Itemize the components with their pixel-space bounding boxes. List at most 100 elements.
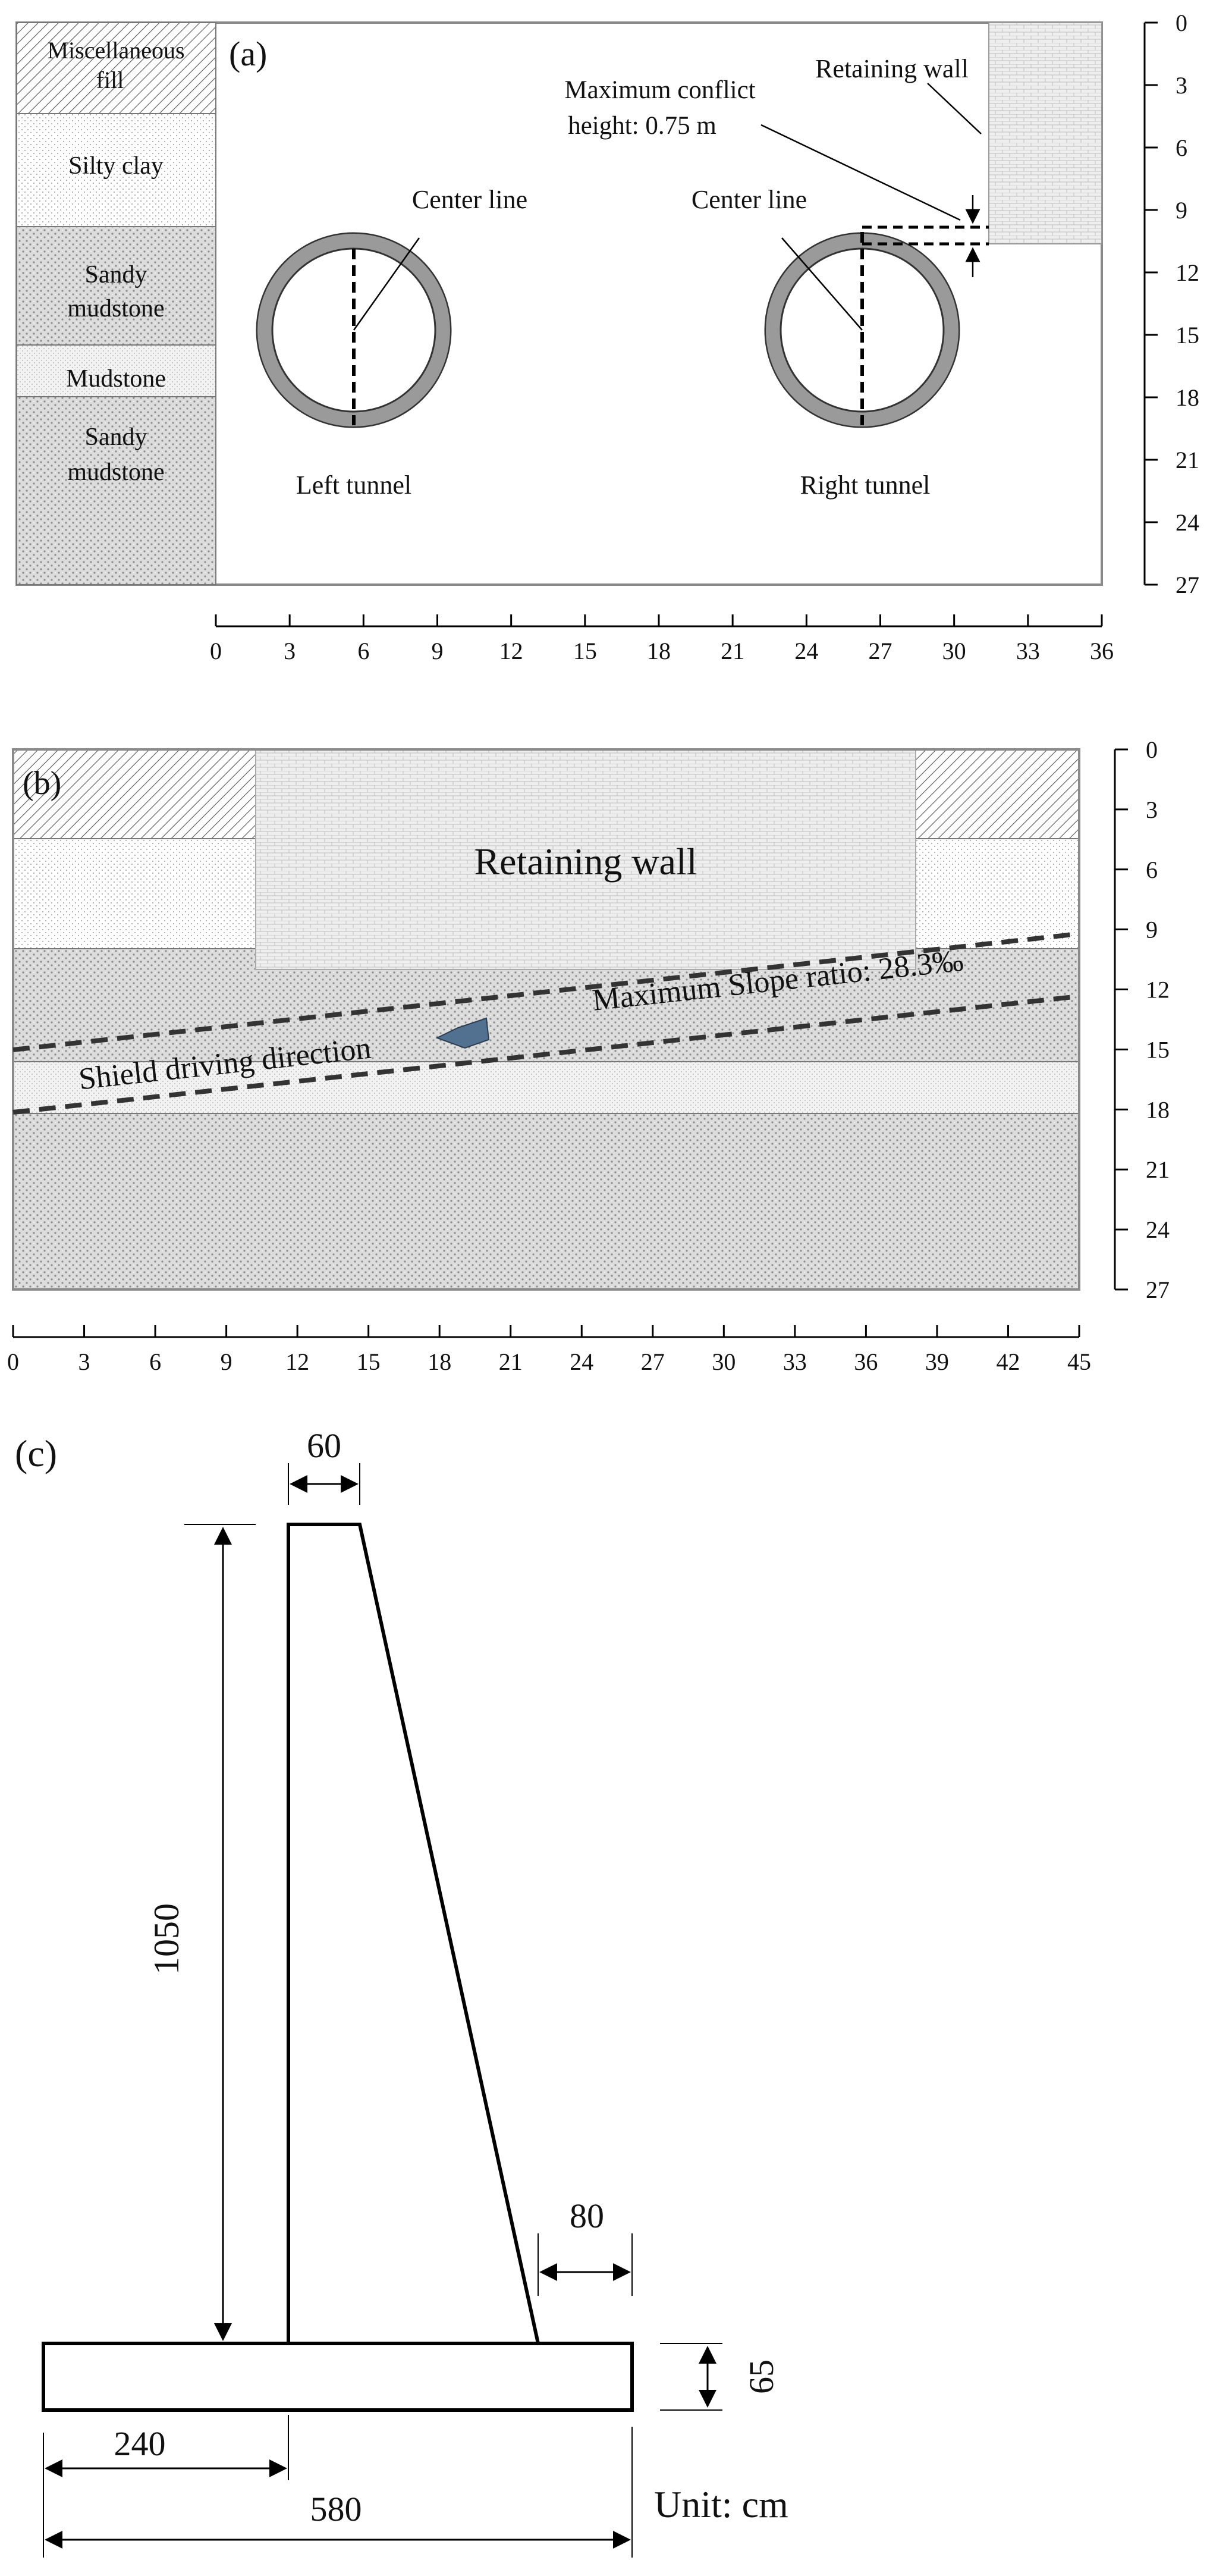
- wall-base-slab: [42, 2342, 634, 2412]
- panel-b-tag: (b): [23, 765, 61, 802]
- y-tick-label: 9: [1146, 917, 1158, 943]
- x-tick-label: 36: [1090, 638, 1114, 664]
- x-tick-label: 21: [499, 1348, 523, 1375]
- y-tick-label: 12: [1176, 259, 1199, 286]
- dim-height-label: 1050: [147, 1903, 186, 1975]
- dim-top-label: 60: [307, 1426, 341, 1465]
- y-tick-label: 3: [1146, 796, 1158, 823]
- layer-label-sandy-mudstone-1b: mudstone: [67, 295, 164, 322]
- shield-direction-arrow-icon: [435, 1017, 490, 1049]
- x-tick-label: 6: [149, 1348, 161, 1375]
- y-tick-label: 21: [1146, 1156, 1170, 1183]
- retaining-wall-block: [988, 22, 1102, 244]
- left-tunnel: [256, 232, 452, 428]
- layer-label-sandy-mudstone-2a: Sandy: [85, 423, 147, 451]
- layer-label-misc-fill: Miscellaneous: [47, 37, 184, 64]
- dim-toe-label: 80: [570, 2197, 604, 2235]
- x-tick-label: 30: [942, 638, 966, 664]
- y-tick-label: 3: [1176, 72, 1187, 99]
- panel-b-y-axis: 0 3 6 9 12 15 18 21 24 27: [1114, 736, 1170, 1303]
- x-tick-label: 24: [794, 638, 818, 664]
- x-tick-label: 30: [712, 1348, 736, 1375]
- panel-b-retaining-wall: [255, 749, 916, 970]
- dim-base-thickness-label: 65: [742, 2359, 781, 2394]
- x-tick-label: 15: [573, 638, 597, 664]
- dim-total-label: 580: [310, 2490, 362, 2528]
- panel-b-x-axis: 0 3 6 9 12 15 18 21 24 27 30 33 36 39 42 45: [7, 1325, 1091, 1375]
- x-tick-label: 18: [647, 638, 671, 664]
- tunnel-invert-line: [12, 994, 1080, 1115]
- conflict-label-line2: height: 0.75 m: [568, 112, 716, 140]
- dim-heel-label: 240: [114, 2424, 166, 2463]
- x-tick-label: 18: [428, 1348, 451, 1375]
- y-tick-label: 6: [1176, 134, 1187, 161]
- y-tick-label: 21: [1176, 447, 1199, 473]
- y-tick-label: 24: [1146, 1216, 1170, 1243]
- x-tick-label: 9: [432, 638, 444, 664]
- x-tick-label: 0: [210, 638, 222, 664]
- y-tick-label: 27: [1146, 1276, 1170, 1303]
- x-tick-label: 24: [570, 1348, 593, 1375]
- panel-b-frame: [12, 748, 1080, 1291]
- panel-c: (c) 60 1050 80 65 240 580 Unit: cm: [15, 1426, 788, 2558]
- panel-a-tag: (a): [229, 34, 267, 73]
- conflict-dimension: [760, 83, 989, 277]
- y-tick-label: 9: [1176, 197, 1187, 224]
- soil-column: [16, 22, 216, 585]
- right-tunnel-label: Right tunnel: [800, 470, 931, 500]
- layer-label-sandy-mudstone-1a: Sandy: [85, 261, 147, 288]
- x-tick-label: 42: [996, 1348, 1020, 1375]
- x-tick-label: 3: [284, 638, 296, 664]
- tunnel-crown-line: [12, 931, 1080, 1052]
- x-tick-label: 3: [78, 1348, 90, 1375]
- y-tick-label: 0: [1146, 736, 1158, 763]
- right-tunnel: [764, 232, 960, 428]
- right-centerline-leader: [781, 237, 863, 331]
- layer-silty-clay: [16, 113, 216, 227]
- conflict-leader: [760, 124, 961, 221]
- layer-label-mudstone: Mudstone: [66, 365, 166, 393]
- panel-a-y-axis: 0 3 6 9 12 15 18 21 24 27: [1143, 10, 1199, 598]
- layer-label-sandy-mudstone-2b: mudstone: [67, 459, 164, 486]
- y-tick-label: 6: [1146, 856, 1158, 883]
- unit-label: Unit: cm: [654, 2483, 788, 2525]
- x-tick-label: 33: [1016, 638, 1040, 664]
- y-tick-label: 18: [1146, 1096, 1170, 1123]
- panel-a: Miscellaneous fill Silty clay Sandy muds…: [15, 10, 1199, 664]
- layer-label-misc-fill-2: fill: [96, 67, 124, 93]
- y-tick-label: 18: [1176, 384, 1199, 411]
- layer-sandy-mudstone-2: [16, 396, 216, 585]
- y-tick-label: 15: [1146, 1036, 1170, 1063]
- y-tick-label: 0: [1176, 10, 1187, 36]
- panel-a-x-axis: 0 3 6 9 12 15 18 21 24 27 30 33 36: [210, 614, 1114, 664]
- retaining-wall-label-b: Retaining wall: [474, 840, 697, 883]
- layer-sandy-mudstone-1: [16, 226, 216, 346]
- retaining-wall-leader: [927, 83, 982, 134]
- retaining-wall-label-a: Retaining wall: [815, 54, 969, 83]
- x-tick-label: 0: [7, 1348, 19, 1375]
- left-tunnel-label: Left tunnel: [296, 470, 411, 500]
- x-tick-label: 12: [285, 1348, 309, 1375]
- x-tick-label: 12: [499, 638, 523, 664]
- x-tick-label: 27: [869, 638, 892, 664]
- x-tick-label: 39: [925, 1348, 949, 1375]
- layer-label-silty-clay: Silty clay: [68, 152, 164, 180]
- y-tick-label: 12: [1146, 977, 1170, 1003]
- x-tick-label: 9: [221, 1348, 232, 1375]
- panel-b: (b) Retaining wall Maximum Slope ratio: …: [7, 736, 1170, 1375]
- x-tick-label: 6: [357, 638, 369, 664]
- conflict-label-line1: Maximum conflict: [564, 76, 755, 104]
- x-tick-label: 27: [641, 1348, 665, 1375]
- layer-misc-fill: [16, 22, 216, 114]
- x-tick-label: 45: [1067, 1348, 1091, 1375]
- y-tick-label: 27: [1176, 572, 1199, 598]
- x-tick-label: 33: [783, 1348, 807, 1375]
- left-centerline-leader: [353, 237, 420, 331]
- right-centerline-label: Center line: [692, 185, 807, 214]
- x-tick-label: 36: [854, 1348, 878, 1375]
- panel-c-tag: (c): [15, 1432, 57, 1474]
- wall-stem: [287, 1523, 540, 2345]
- y-tick-label: 24: [1176, 509, 1199, 536]
- y-tick-label: 15: [1176, 322, 1199, 349]
